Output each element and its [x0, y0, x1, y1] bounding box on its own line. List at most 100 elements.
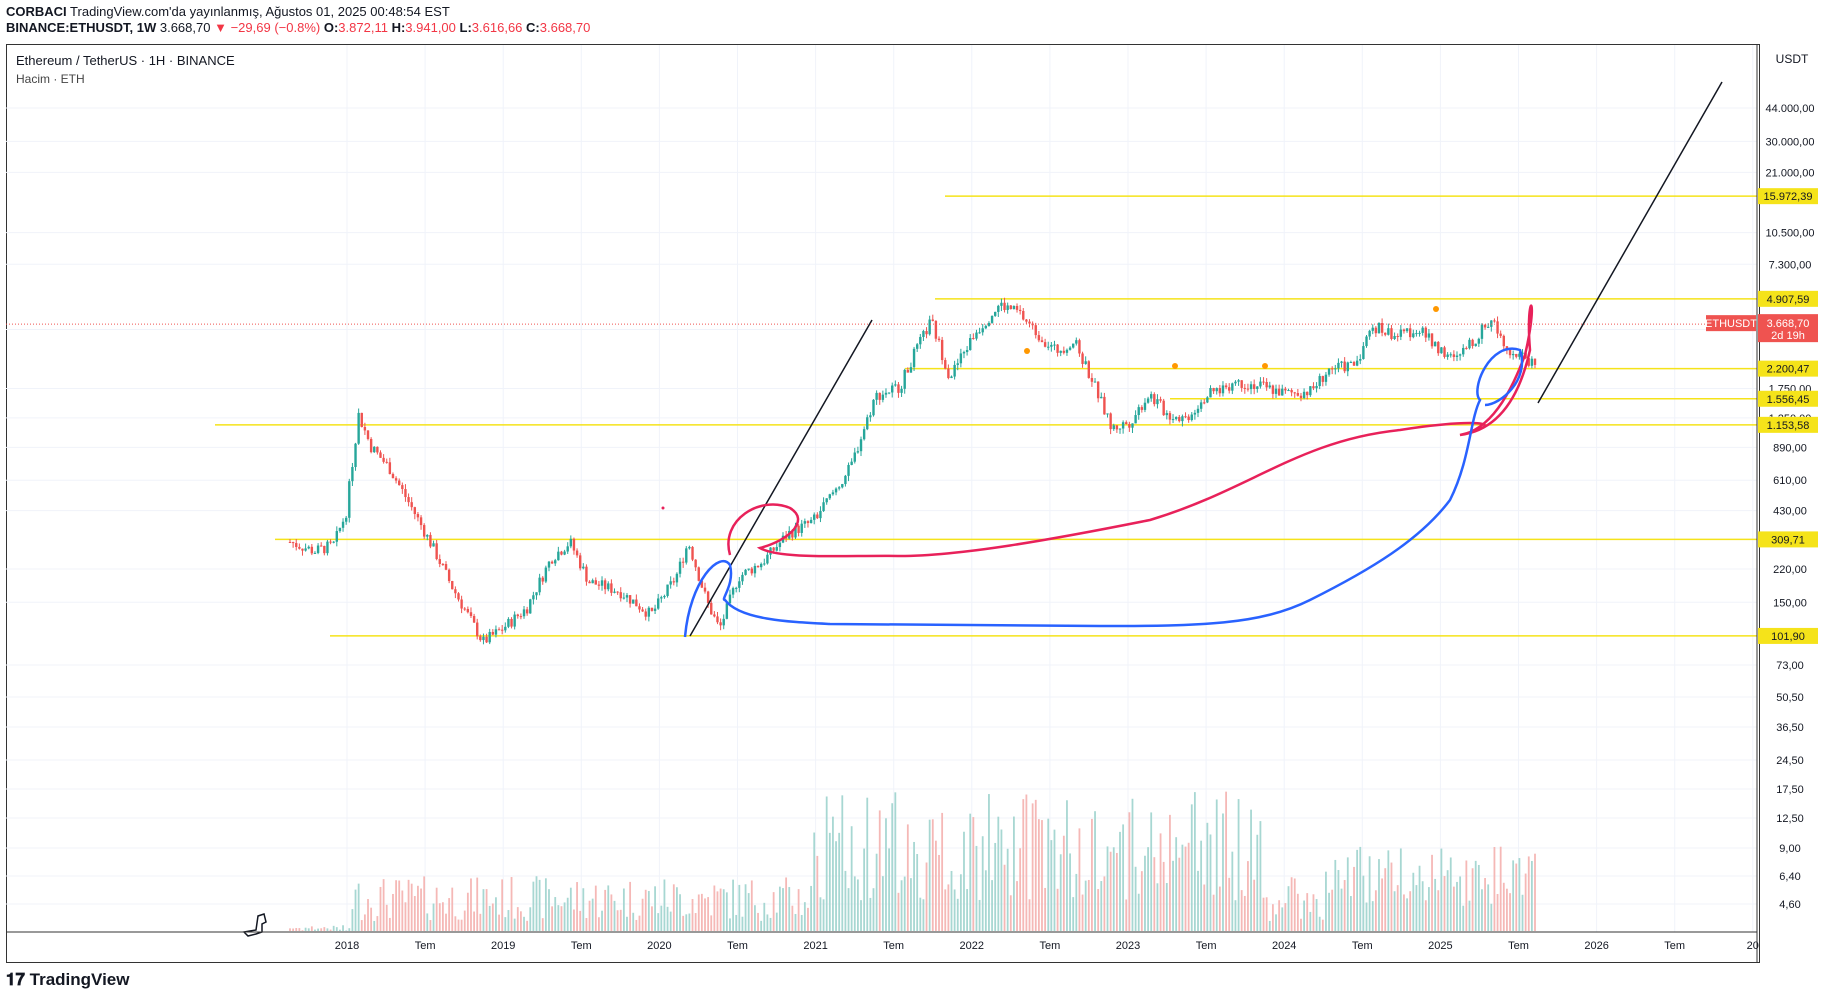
volume-bar: [1212, 894, 1215, 931]
volume-bar: [807, 907, 809, 931]
volume-bar: [1169, 814, 1171, 931]
author-name[interactable]: CORBACI: [6, 4, 67, 19]
volume-bar: [906, 824, 909, 931]
candle-body: [1134, 415, 1137, 424]
candle-body: [1193, 412, 1197, 415]
level-labels: 15.972,39 4.907,59 2.200,47 1.556,45 1.153,5…: [1758, 188, 1818, 644]
volume-bar: [1247, 861, 1249, 931]
volume-bar: [1449, 857, 1452, 931]
candle-body: [588, 581, 591, 584]
volume-bar: [473, 911, 475, 931]
candle-body: [494, 629, 498, 635]
blue-path-drawing: [683, 347, 1524, 638]
candle-body: [1006, 305, 1009, 310]
candle-body: [837, 487, 841, 489]
volume-bar: [941, 812, 944, 931]
candle-body: [1440, 347, 1443, 354]
volume-bar: [520, 911, 522, 931]
candle-body: [738, 581, 741, 588]
chart-frame[interactable]: [6, 44, 1760, 963]
candle-body: [1418, 332, 1421, 334]
candle-body: [1252, 384, 1256, 389]
volume-bar: [454, 916, 457, 931]
volume-bar: [504, 917, 507, 931]
volume-bar: [719, 888, 722, 931]
candle-body: [1284, 388, 1287, 391]
candle-body: [557, 551, 560, 561]
volume-bar: [1106, 846, 1109, 931]
volume-bar: [569, 887, 572, 931]
volume-bar: [925, 862, 928, 931]
candle-body: [1340, 361, 1343, 363]
volume-bar: [1409, 891, 1412, 931]
volume-bar: [725, 892, 728, 931]
volume-bar: [1374, 890, 1377, 931]
candle-body: [1243, 387, 1247, 389]
grid-lines: [6, 45, 1757, 932]
volume-bar: [1231, 851, 1234, 931]
bar-countdown: 2d 19h: [1771, 330, 1805, 342]
candle-body: [532, 595, 535, 600]
candle-body: [1112, 425, 1115, 430]
candle-body: [847, 464, 850, 476]
volume-bar: [548, 889, 550, 931]
volume-bar: [1115, 852, 1118, 931]
volume-bar: [994, 842, 997, 931]
volume-bar: [841, 795, 844, 931]
volume-bar: [1331, 889, 1334, 931]
volume-bar: [566, 897, 569, 931]
legend-volume[interactable]: Hacim · ETH: [16, 72, 85, 86]
volume-bar: [897, 892, 900, 931]
candle-body: [728, 594, 732, 604]
volume-bar: [1206, 822, 1209, 931]
candle-body: [479, 636, 482, 641]
candle-body: [582, 566, 585, 569]
candle-body: [1071, 343, 1075, 348]
volume-bar: [1044, 887, 1047, 931]
volume-bar: [1359, 846, 1362, 931]
candle-body: [1000, 302, 1003, 306]
volume-bar: [1481, 889, 1483, 931]
currency-button[interactable]: USDT: [1775, 52, 1809, 66]
volume-bar: [1350, 896, 1352, 931]
price-tick: 7.300,00: [1769, 259, 1812, 271]
candle-body: [622, 597, 626, 599]
volume-bar: [388, 917, 391, 931]
symbol-label[interactable]: BINANCE:ETHUSDT, 1W: [6, 20, 157, 35]
volume-bar: [482, 889, 485, 931]
volume-bar: [1334, 859, 1337, 931]
volume-bar: [988, 794, 990, 931]
legend-title[interactable]: Ethereum / TetherUS · 1H · BINANCE: [16, 53, 235, 68]
volume-bar: [329, 929, 332, 931]
candle-body: [772, 547, 775, 551]
candle-body: [594, 580, 597, 585]
candle-body: [822, 502, 825, 512]
volume-bar: [466, 892, 469, 931]
candle-body: [940, 339, 944, 361]
candle-body: [1349, 362, 1353, 364]
volume-bar: [938, 854, 940, 931]
candle-body: [1081, 353, 1084, 364]
candle-body: [1115, 425, 1119, 430]
volume-bar: [1075, 873, 1078, 931]
candle-body: [1262, 381, 1265, 383]
candle-body: [841, 484, 844, 488]
volume-bar: [1384, 868, 1387, 931]
candle-body: [1462, 347, 1465, 355]
candle-body: [878, 392, 881, 400]
volume-bar: [891, 803, 894, 931]
candle-body: [869, 415, 872, 418]
candle-body: [463, 608, 466, 610]
tradingview-logo[interactable]: 𝟏𝟕 TradingView: [6, 970, 130, 989]
volume-bar: [1144, 855, 1146, 931]
volume-bar: [1159, 833, 1162, 931]
candle-body: [1190, 414, 1193, 421]
volume-bar: [1459, 876, 1462, 931]
candle-body: [881, 394, 885, 400]
candle-body: [472, 616, 476, 623]
candle-body: [744, 569, 747, 575]
volume-bar: [541, 918, 544, 931]
chart-legend: Ethereum / TetherUS · 1H · BINANCE Hacim…: [16, 52, 235, 88]
candle-body: [1100, 396, 1103, 399]
